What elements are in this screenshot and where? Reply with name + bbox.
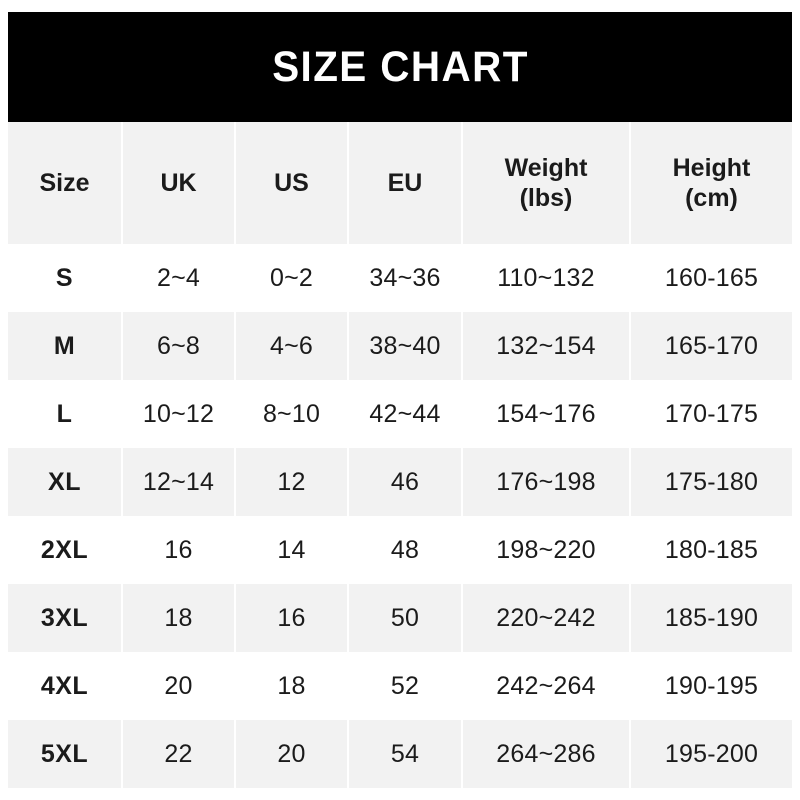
cell-height: 195-200 xyxy=(664,739,759,768)
cell-eu: 52 xyxy=(348,652,463,720)
cell-us: 12 xyxy=(235,448,349,516)
cell-weight: 132~154 xyxy=(462,312,631,380)
cell-eu: 46 xyxy=(348,448,463,516)
cell-uk: 16 xyxy=(122,516,236,584)
cell-weight: 264~286 xyxy=(462,720,631,788)
column-header-eu-line1: EU xyxy=(387,168,423,197)
cell-height: 165-170 xyxy=(664,331,759,360)
cell-weight: 242~264 xyxy=(462,652,631,720)
cell-uk: 22 xyxy=(122,720,236,788)
cell-size: 4XL xyxy=(8,652,123,720)
column-header-weight-line2: (lbs) xyxy=(519,184,573,212)
cell-us: 16 xyxy=(235,584,349,652)
column-header-height-line1: Height xyxy=(672,153,751,182)
column-header-us-line1: US xyxy=(274,168,309,197)
cell-height: 160-165 xyxy=(664,263,759,292)
table-row: 2XL 16 14 48 198~220 180-185 xyxy=(8,516,792,584)
cell-eu: 48 xyxy=(348,516,463,584)
table-row: 3XL 18 16 50 220~242 185-190 xyxy=(8,584,792,652)
cell-size: 2XL xyxy=(8,516,123,584)
cell-height: 180-185 xyxy=(664,535,759,564)
cell-weight: 154~176 xyxy=(462,380,631,448)
column-header-weight: Weight (lbs) xyxy=(462,122,631,244)
cell-us: 4~6 xyxy=(235,312,349,380)
table-body: S 2~4 0~2 34~36 110~132 160-165 M 6~8 4~… xyxy=(8,244,792,788)
cell-size: S xyxy=(8,244,123,312)
table-row: 4XL 20 18 52 242~264 190-195 xyxy=(8,652,792,720)
cell-eu: 34~36 xyxy=(348,244,463,312)
cell-uk: 10~12 xyxy=(122,380,236,448)
column-header-size: Size xyxy=(8,122,123,244)
cell-uk: 6~8 xyxy=(122,312,236,380)
cell-height: 190-195 xyxy=(664,671,759,700)
cell-eu: 54 xyxy=(348,720,463,788)
column-header-height: Height (cm) xyxy=(630,122,792,244)
cell-size: XL xyxy=(8,448,123,516)
cell-uk: 2~4 xyxy=(122,244,236,312)
cell-eu: 38~40 xyxy=(348,312,463,380)
cell-height: 175-180 xyxy=(664,467,759,496)
cell-uk: 20 xyxy=(122,652,236,720)
column-header-uk-line1: UK xyxy=(160,168,197,197)
cell-us: 20 xyxy=(235,720,349,788)
column-header-us: US xyxy=(235,122,349,244)
cell-us: 14 xyxy=(235,516,349,584)
size-chart-table: Size UK US EU Weight (lbs) Height (cm) xyxy=(8,122,792,788)
cell-height: 185-190 xyxy=(664,603,759,632)
table-row: 5XL 22 20 54 264~286 195-200 xyxy=(8,720,792,788)
column-header-size-line1: Size xyxy=(39,168,90,197)
cell-height: 170-175 xyxy=(664,399,759,428)
cell-weight: 176~198 xyxy=(462,448,631,516)
cell-us: 0~2 xyxy=(235,244,349,312)
page-title: SIZE CHART xyxy=(271,42,529,91)
cell-uk: 12~14 xyxy=(122,448,236,516)
table-header-row: Size UK US EU Weight (lbs) Height (cm) xyxy=(8,122,792,244)
cell-us: 18 xyxy=(235,652,349,720)
cell-weight: 110~132 xyxy=(462,244,631,312)
cell-uk: 18 xyxy=(122,584,236,652)
column-header-uk: UK xyxy=(122,122,236,244)
cell-size: 3XL xyxy=(8,584,123,652)
cell-size: 5XL xyxy=(8,720,123,788)
column-header-eu: EU xyxy=(348,122,463,244)
table-row: S 2~4 0~2 34~36 110~132 160-165 xyxy=(8,244,792,312)
table-row: L 10~12 8~10 42~44 154~176 170-175 xyxy=(8,380,792,448)
table-header: Size UK US EU Weight (lbs) Height (cm) xyxy=(8,122,792,244)
cell-weight: 198~220 xyxy=(462,516,631,584)
table-row: M 6~8 4~6 38~40 132~154 165-170 xyxy=(8,312,792,380)
cell-us: 8~10 xyxy=(235,380,349,448)
column-header-weight-line1: Weight xyxy=(504,153,588,182)
cell-weight: 220~242 xyxy=(462,584,631,652)
title-banner: SIZE CHART xyxy=(8,12,792,122)
column-header-height-line2: (cm) xyxy=(685,184,738,212)
cell-size: L xyxy=(8,380,123,448)
cell-eu: 42~44 xyxy=(348,380,463,448)
cell-size: M xyxy=(8,312,123,380)
size-chart-card: SIZE CHART Size UK US EU xyxy=(8,12,792,788)
cell-eu: 50 xyxy=(348,584,463,652)
table-row: XL 12~14 12 46 176~198 175-180 xyxy=(8,448,792,516)
